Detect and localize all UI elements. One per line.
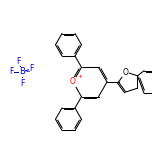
Text: F: F [30, 64, 34, 73]
Text: F: F [17, 57, 21, 66]
Text: O: O [123, 67, 129, 76]
Text: O: O [70, 78, 76, 86]
Text: B: B [19, 67, 25, 76]
Text: +: + [77, 74, 82, 79]
Text: F: F [20, 78, 24, 88]
Text: −: − [26, 69, 30, 74]
Text: F: F [9, 67, 13, 76]
